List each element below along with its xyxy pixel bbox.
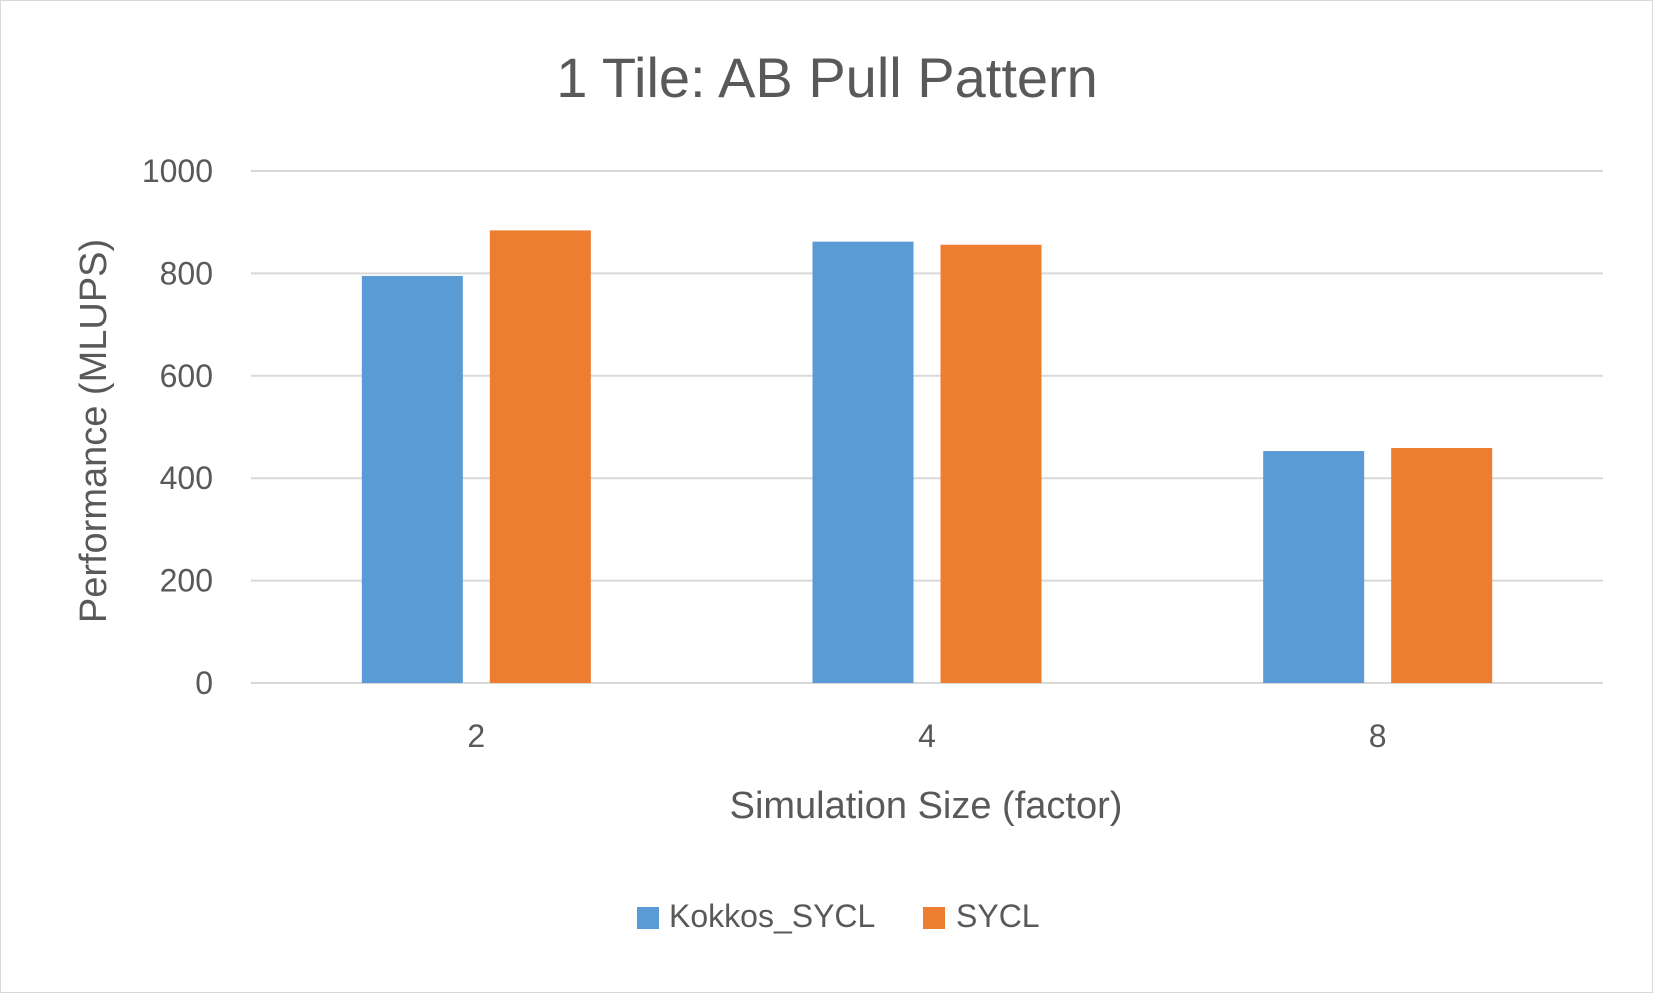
y-tick-label: 0 (195, 665, 213, 701)
y-tick-label: 400 (160, 460, 213, 496)
legend-label: SYCL (956, 898, 1040, 934)
x-axis-ticks: 2 4 8 (467, 718, 1386, 754)
bar-kokkos-sycl-4 (812, 241, 914, 683)
x-tick-label: 8 (1369, 718, 1387, 754)
y-tick-label: 200 (160, 563, 213, 599)
x-axis-title: Simulation Size (factor) (730, 785, 1123, 827)
gridlines (251, 170, 1603, 684)
bars (361, 230, 1493, 683)
bar-sycl-2 (489, 230, 591, 683)
legend-label: Kokkos_SYCL (669, 898, 875, 934)
bar-sycl-4 (940, 244, 1042, 683)
legend: Kokkos_SYCL SYCL (637, 898, 1040, 934)
x-tick-label: 4 (918, 718, 936, 754)
y-tick-label: 1000 (142, 153, 213, 189)
legend-swatch (637, 907, 659, 929)
y-tick-label: 800 (160, 255, 213, 291)
y-axis-ticks: 0 200 400 600 800 1000 (142, 153, 213, 701)
y-tick-label: 600 (160, 358, 213, 394)
y-axis-title: Performance (MLUPS) (73, 239, 115, 623)
x-tick-label: 2 (467, 718, 485, 754)
bar-kokkos-sycl-2 (361, 275, 463, 683)
bar-kokkos-sycl-8 (1263, 451, 1365, 683)
chart-title: 1 Tile: AB Pull Pattern (556, 46, 1098, 109)
legend-swatch (923, 907, 945, 929)
bar-sycl-8 (1391, 447, 1493, 683)
